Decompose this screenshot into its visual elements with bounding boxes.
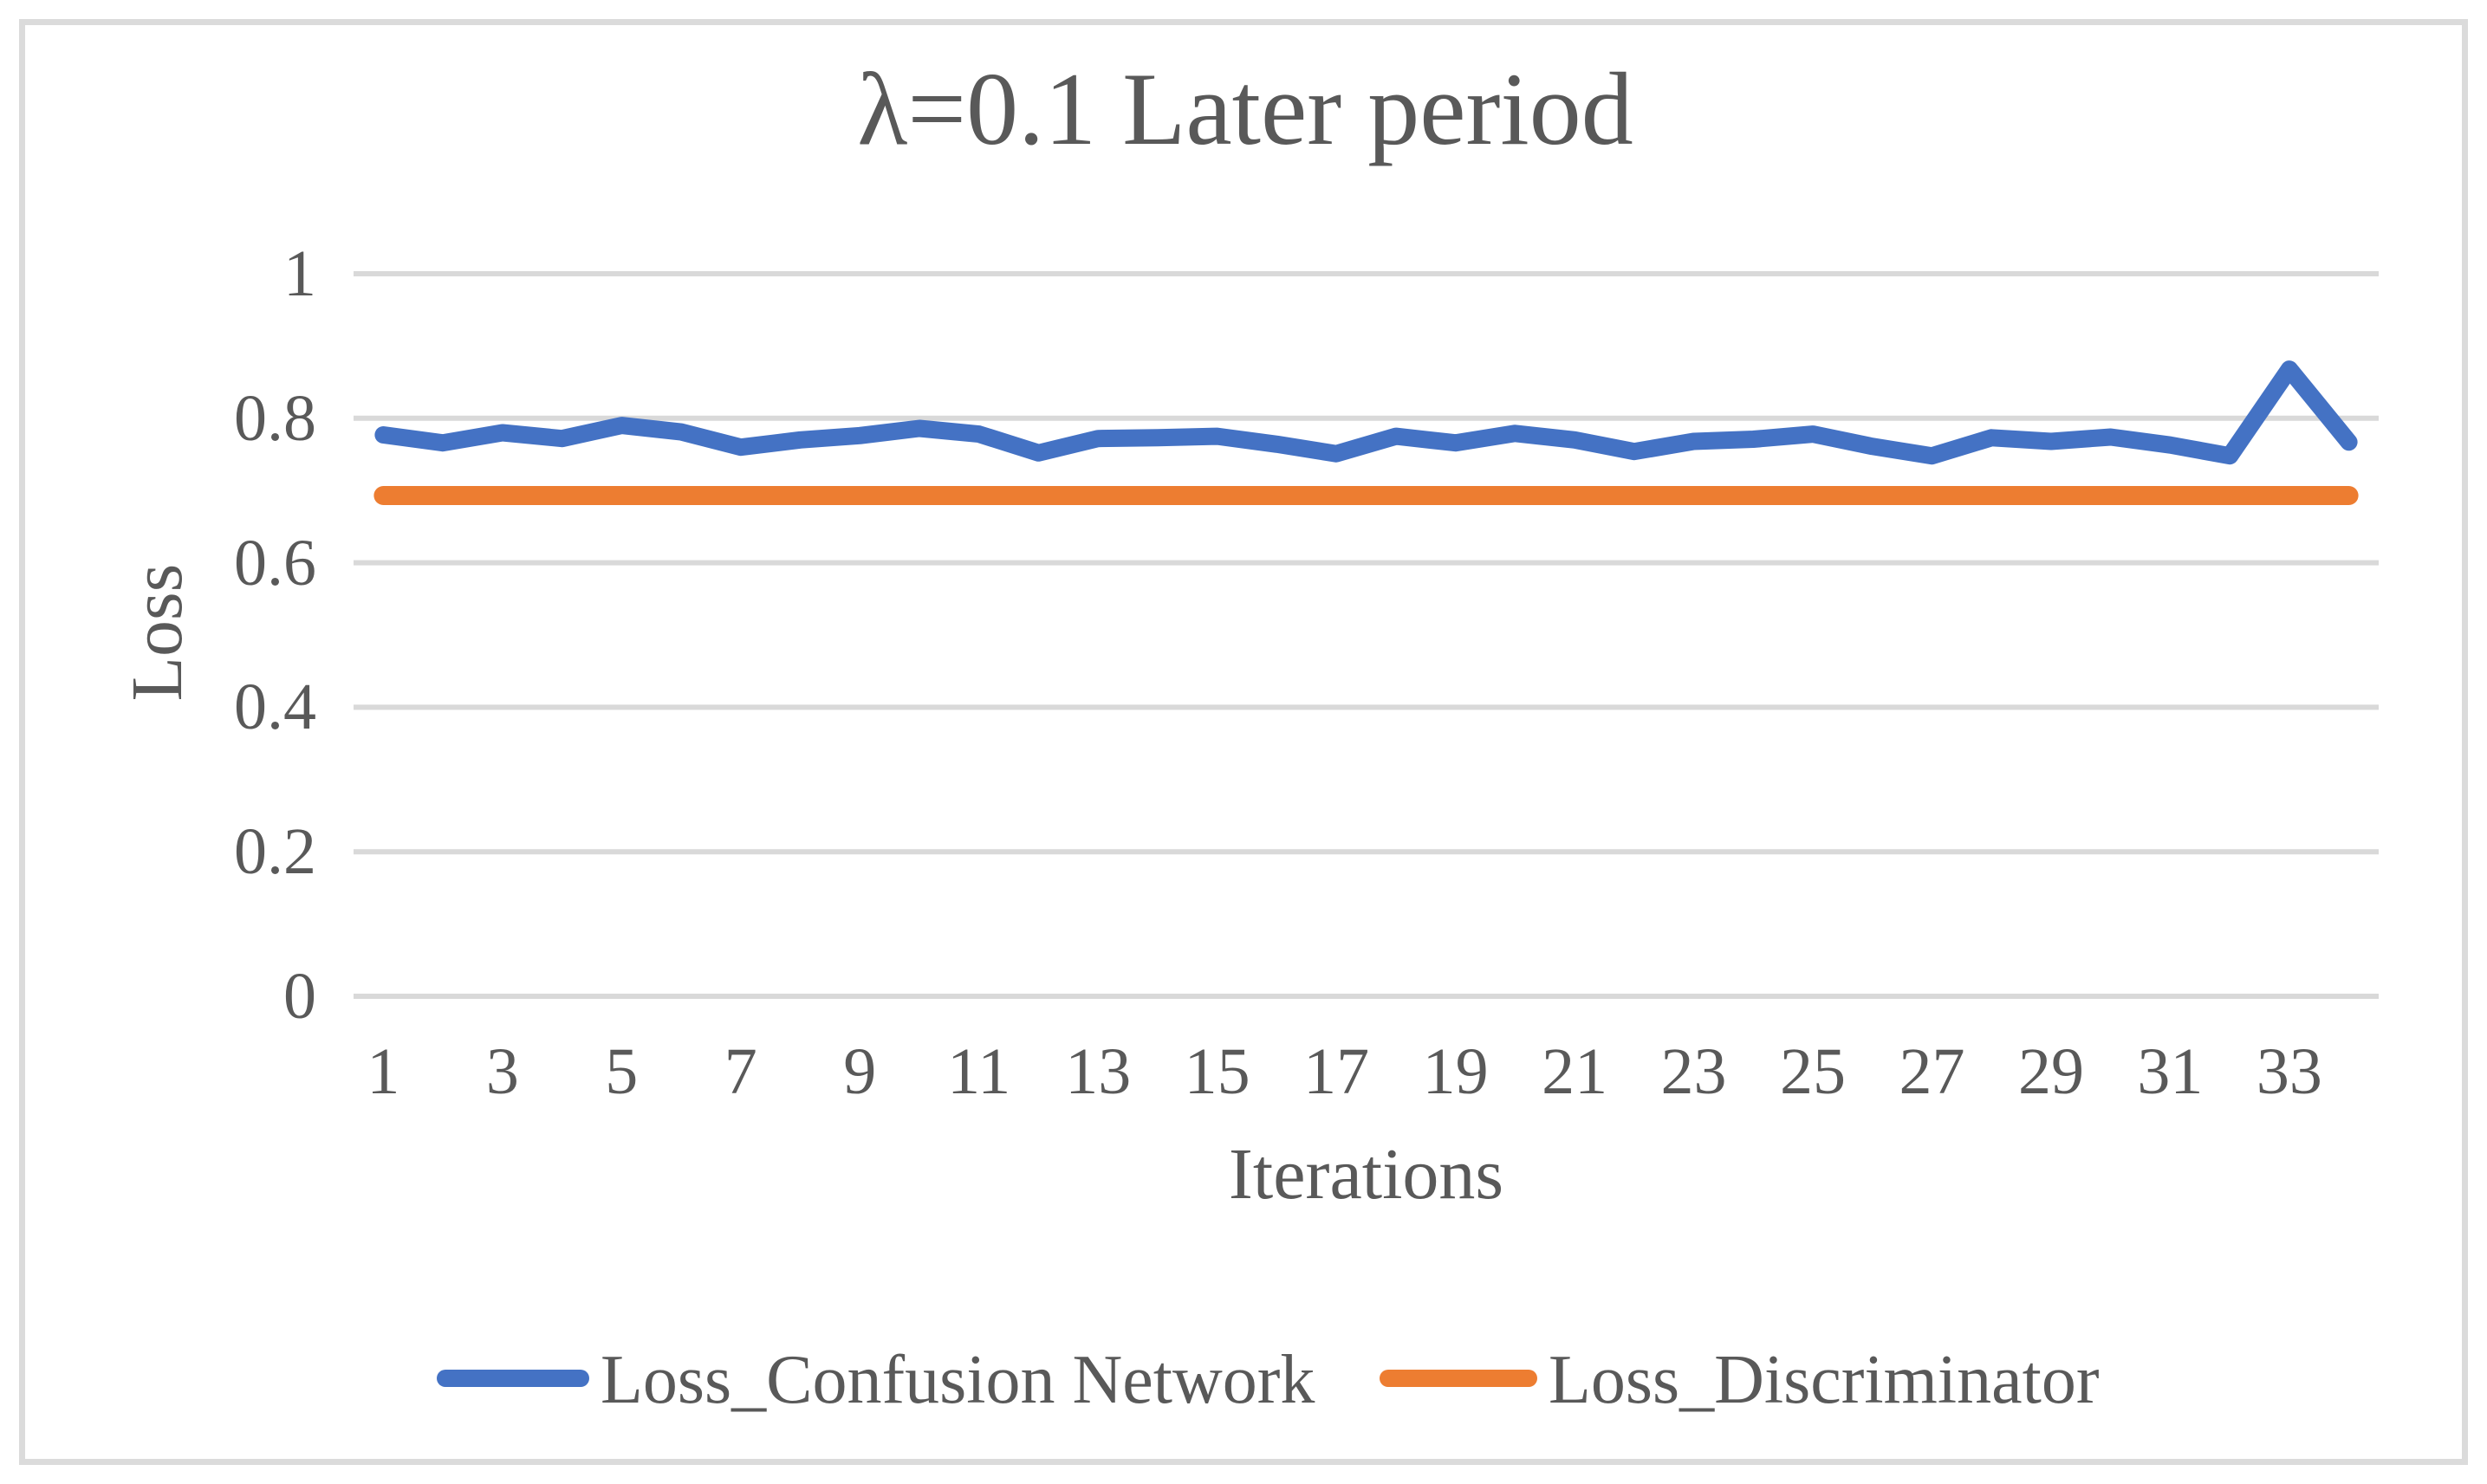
x-tick-label-11: 11 (947, 1035, 1011, 1108)
x-tick-label-7: 7 (724, 1035, 757, 1108)
y-tick-label-0.2: 0.2 (234, 815, 316, 889)
x-tick-label-3: 3 (485, 1035, 519, 1108)
x-tick-label-17: 17 (1303, 1035, 1370, 1108)
x-tick-label-27: 27 (1899, 1035, 1965, 1108)
chart-title: λ=0.1 Later period (857, 51, 1633, 166)
x-tick-label-31: 31 (2137, 1035, 2204, 1108)
y-tick-label-0.4: 0.4 (234, 671, 316, 744)
x-tick-label-25: 25 (1780, 1035, 1846, 1108)
x-tick-label-9: 9 (843, 1035, 877, 1108)
x-tick-label-21: 21 (1542, 1035, 1608, 1108)
x-tick-label-33: 33 (2256, 1035, 2322, 1108)
x-tick-label-1: 1 (367, 1035, 400, 1108)
x-tick-label-5: 5 (605, 1035, 639, 1108)
x-tick-label-13: 13 (1065, 1035, 1132, 1108)
y-tick-label-1: 1 (283, 237, 316, 310)
chart-border-frame (19, 19, 2468, 1465)
y-tick-label-0: 0 (283, 960, 316, 1033)
x-tick-label-29: 29 (2017, 1035, 2084, 1108)
x-tick-label-19: 19 (1422, 1035, 1489, 1108)
y-tick-label-0.8: 0.8 (234, 381, 316, 455)
y-tick-label-0.6: 0.6 (234, 526, 316, 599)
x-axis-title: Iterations (1228, 1134, 1504, 1215)
x-tick-label-15: 15 (1184, 1035, 1250, 1108)
y-axis-title: Loss (117, 563, 198, 702)
series-line-0 (374, 360, 2358, 465)
x-tick-label-23: 23 (1660, 1035, 1727, 1108)
